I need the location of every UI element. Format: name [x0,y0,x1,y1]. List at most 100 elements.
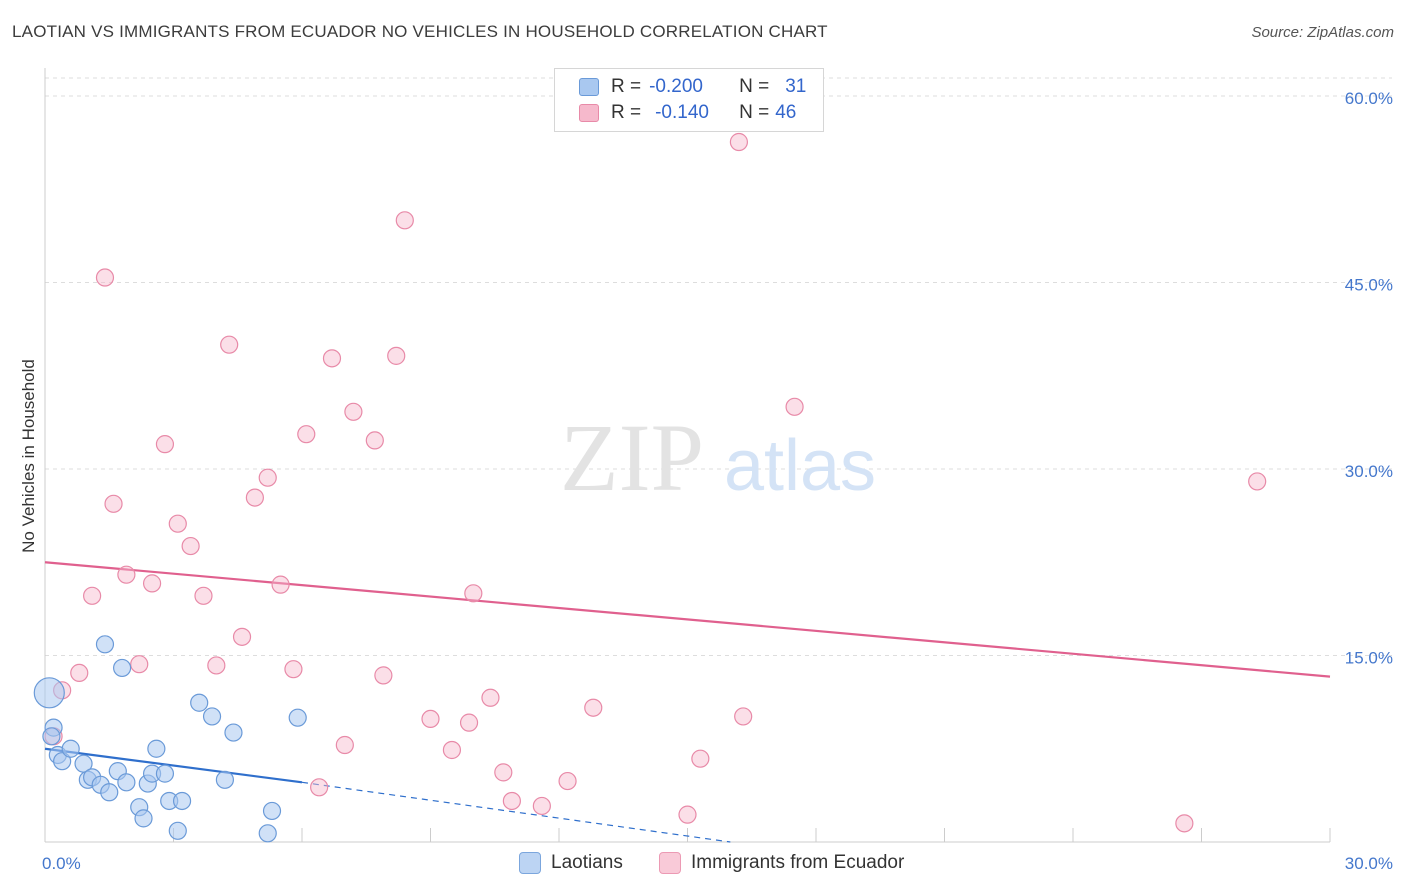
point-laotians-18 [147,739,166,758]
trend-line-laotians-extension [301,781,731,843]
point-laotians-10 [95,635,115,654]
point-ecuador-34 [494,763,513,782]
point-ecuador-4 [95,268,115,287]
point-ecuador-23 [335,735,354,755]
point-laotians-29 [288,708,307,727]
point-ecuador-20 [297,425,316,444]
legend-swatch-laotians [579,78,599,96]
point-ecuador-22 [322,349,342,368]
legend-n-value: 46 [775,102,797,123]
point-laotians-26 [224,723,243,742]
point-laotians-21 [168,821,187,840]
point-ecuador-12 [194,586,213,605]
point-ecuador-9 [155,435,175,454]
x-tick-label-0: 0.0% [42,854,81,873]
point-laotians-23 [190,693,209,712]
point-ecuador-6 [117,565,136,584]
grid-lines [45,77,1392,656]
legend-swatch-laotians [519,852,541,874]
point-ecuador-14 [220,335,239,354]
point-ecuador-29 [421,709,440,729]
watermark-atlas: atlas [724,426,876,506]
legend-label-ecuador: Immigrants from Ecuador [691,852,905,873]
point-laotians-4 [61,739,80,758]
point-ecuador-32 [464,584,483,603]
point-laotians-3 [53,752,72,771]
y-tick-label-0: 15.0% [1345,649,1393,668]
point-ecuador-44 [1175,814,1194,833]
point-ecuador-3 [83,586,102,605]
point-laotians-24 [202,707,222,726]
y-tick-label-3: 60.0% [1345,89,1393,108]
point-ecuador-17 [258,468,277,487]
point-ecuador-38 [584,698,603,717]
trend-line-ecuador [44,561,1331,678]
point-ecuador-37 [558,771,577,791]
y-tick-labels: 15.0% 30.0% 45.0% 60.0% [1345,89,1393,668]
legend-swatch-ecuador [659,852,681,874]
legend-r-label: R = [611,102,642,123]
point-ecuador-24 [344,402,363,421]
point-ecuador-2 [70,663,89,683]
point-laotians-30 [42,727,61,746]
chart-title: LAOTIAN VS IMMIGRANTS FROM ECUADOR NO VE… [12,22,828,41]
point-laotians-22 [172,791,192,811]
watermark-zip: ZIP [560,404,704,511]
y-axis-label: No Vehicles in Household [19,359,38,553]
point-ecuador-26 [374,666,393,685]
point-laotians-9 [100,783,119,802]
legend-r-value: -0.200 [649,76,703,97]
point-ecuador-18 [271,575,290,594]
y-tick-label-1: 30.0% [1345,462,1393,481]
legend-n-label: N = [739,102,770,123]
trend-line-laotians [44,747,303,784]
point-ecuador-41 [734,707,753,726]
legend-swatch-ecuador [579,104,599,122]
x-tick-label-1: 30.0% [1345,854,1393,873]
point-ecuador-33 [481,688,500,707]
point-ecuador-30 [442,740,462,760]
point-ecuador-7 [130,655,149,674]
point-ecuador-28 [395,211,414,230]
x-tick-labels: 0.0% 30.0% [42,854,1393,873]
point-ecuador-25 [365,431,384,450]
point-ecuador-40 [691,749,710,768]
data-points [33,132,1267,843]
legend-item-ecuador[interactable]: Immigrants from Ecuador [659,852,904,874]
point-ecuador-31 [459,713,479,732]
point-ecuador-35 [502,791,521,811]
point-ecuador-8 [142,574,162,593]
source-label: Source: ZipAtlas.com [1251,24,1394,41]
point-ecuador-43 [785,397,804,416]
axes [44,68,1331,843]
point-laotians-19 [155,764,175,783]
point-ecuador-21 [310,778,329,797]
point-ecuador-11 [181,536,200,556]
point-laotians-13 [117,773,136,792]
point-ecuador-39 [678,805,697,824]
legend-label-laotians: Laotians [551,852,623,873]
point-laotians-12 [112,658,132,678]
point-ecuador-45 [1248,472,1267,491]
legend-n-value: 31 [785,76,807,97]
point-ecuador-5 [104,494,123,513]
point-laotians-0 [33,677,65,709]
legend-row-laotians: R = -0.200 N = 31 [579,75,806,99]
point-laotians-28 [262,801,282,821]
legend-item-laotians[interactable]: Laotians [519,852,623,874]
point-ecuador-19 [284,660,303,679]
legend-r-value: -0.140 [655,102,709,123]
legend-n-label: N = [739,76,770,97]
point-laotians-15 [134,809,153,828]
point-ecuador-16 [245,488,264,507]
point-laotians-25 [215,770,234,789]
point-ecuador-13 [207,656,226,675]
point-ecuador-36 [532,796,551,816]
series-legend: Laotians Immigrants from Ecuador [0,852,1406,878]
y-tick-label-2: 45.0% [1345,276,1393,295]
point-ecuador-42 [729,132,749,152]
point-ecuador-10 [168,514,187,533]
watermark: ZIP atlas [560,404,876,511]
correlation-legend: R = -0.200 N = 31 R = -0.140 N = 46 [554,68,824,132]
